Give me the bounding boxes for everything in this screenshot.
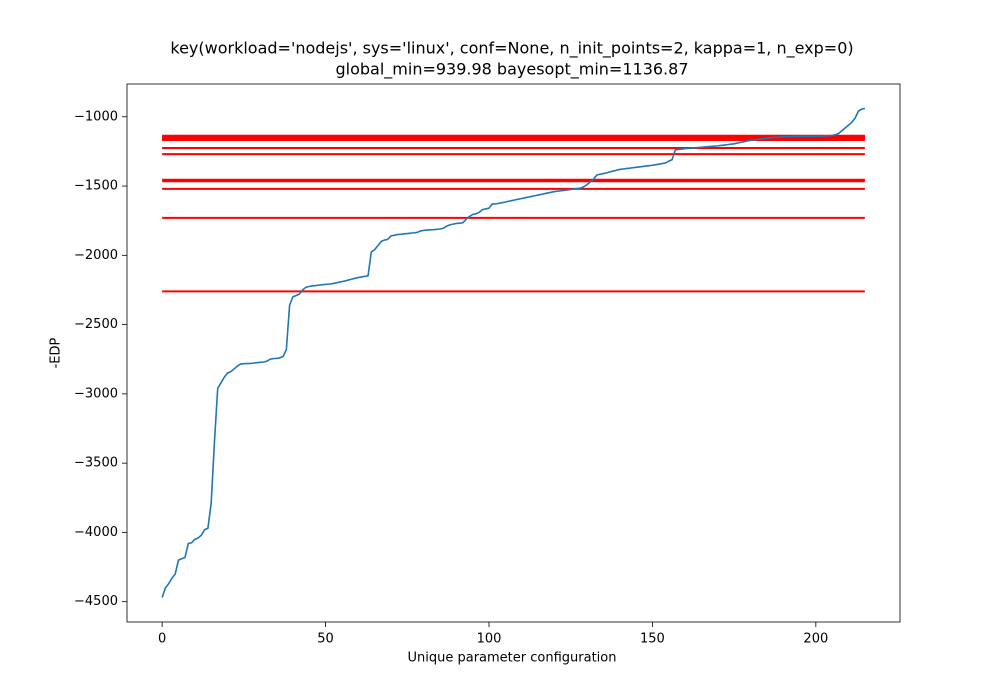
- y-tick-label: −1500: [74, 179, 118, 194]
- y-tick-label: −2000: [74, 248, 118, 263]
- y-tick-label: −3000: [74, 386, 118, 401]
- x-tick-label: 50: [317, 632, 334, 647]
- y-tick-label: −1000: [74, 109, 118, 124]
- y-axis-label: -EDP: [49, 337, 64, 368]
- x-tick-label: 0: [158, 632, 166, 647]
- chart-subtitle: global_min=939.98 bayesopt_min=1136.87: [335, 60, 688, 80]
- x-axis-label: Unique parameter configuration: [408, 651, 617, 666]
- x-tick-label: 100: [477, 632, 502, 647]
- chart-title: key(workload='nodejs', sys='linux', conf…: [170, 39, 853, 59]
- y-tick-label: −4000: [74, 525, 118, 540]
- y-tick-label: −3500: [74, 456, 118, 471]
- x-tick-label: 200: [803, 632, 828, 647]
- y-tick-label: −2500: [74, 317, 118, 332]
- y-tick-label: −4500: [74, 594, 118, 609]
- x-tick-label: 150: [640, 632, 665, 647]
- plot-frame: [126, 83, 901, 623]
- data-line: [161, 107, 866, 598]
